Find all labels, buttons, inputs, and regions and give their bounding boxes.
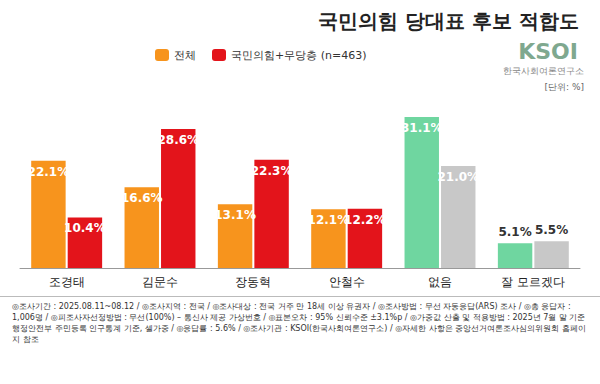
svg-text:22.3%: 22.3% <box>251 164 293 178</box>
svg-text:한국사회여론연구소: 한국사회여론연구소 <box>503 66 584 76</box>
svg-text:12.2%: 12.2% <box>344 213 386 227</box>
svg-text:22.1%: 22.1% <box>28 165 70 179</box>
svg-text:5.1%: 5.1% <box>498 225 531 239</box>
svg-text:잘 모르겠다: 잘 모르겠다 <box>501 275 565 289</box>
svg-text:16.6%: 16.6% <box>121 191 163 205</box>
svg-text:KSOI: KSOI <box>518 39 578 64</box>
svg-text:국민의힘+무당층 (n=463): 국민의힘+무당층 (n=463) <box>231 49 366 62</box>
svg-text:안철수: 안철수 <box>329 275 365 289</box>
html-text:◎조사기간 : 2025.08.11~08.12 / ◎조사: ◎조사기간 : 2025.08.11~08.12 / ◎조사지역 : 전국 / … <box>12 302 586 344</box>
svg-text:28.6%: 28.6% <box>157 133 199 147</box>
svg-text:5.5%: 5.5% <box>535 223 568 237</box>
svg-text:12.1%: 12.1% <box>308 213 350 227</box>
svg-text:21.0%: 21.0% <box>437 170 479 184</box>
svg-text:국민의힘 당대표 후보 적합도: 국민의힘 당대표 후보 적합도 <box>318 9 579 33</box>
svg-text:[단위: %]: [단위: %] <box>545 82 584 92</box>
svg-text:31.1%: 31.1% <box>401 121 443 135</box>
svg-text:장동혁: 장동혁 <box>235 275 271 289</box>
svg-text:13.1%: 13.1% <box>214 208 256 222</box>
svg-text:전체: 전체 <box>174 49 196 62</box>
svg-text:10.4%: 10.4% <box>64 221 106 235</box>
svg-text:조경태: 조경태 <box>49 275 85 289</box>
svg-text:김문수: 김문수 <box>142 275 178 289</box>
svg-text:없음: 없음 <box>428 275 452 289</box>
